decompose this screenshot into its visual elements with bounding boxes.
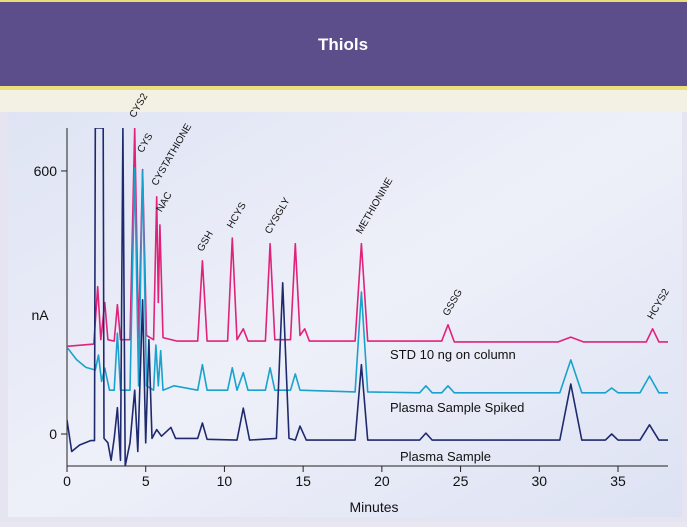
x-tick-label: 20 xyxy=(374,473,390,489)
x-tick-label: 5 xyxy=(142,473,150,489)
header-gap xyxy=(0,90,687,112)
x-tick-label: 10 xyxy=(217,473,233,489)
trace-label: Plasma Sample Spiked xyxy=(390,400,524,415)
x-tick-label: 15 xyxy=(295,473,311,489)
y-tick-label: 0 xyxy=(49,426,57,442)
header-top-line xyxy=(0,0,687,2)
traces xyxy=(67,128,668,466)
x-tick-label: 0 xyxy=(63,473,71,489)
x-tick-label: 25 xyxy=(453,473,469,489)
header-band xyxy=(0,0,687,86)
trace-line xyxy=(67,128,668,348)
x-tick-label: 35 xyxy=(610,473,626,489)
trace-label: STD 10 ng on column xyxy=(390,347,516,362)
trace-label: Plasma Sample xyxy=(400,449,491,464)
plot-panel xyxy=(8,112,682,517)
header-bottom-line xyxy=(0,86,687,90)
trace-line xyxy=(67,128,668,466)
y-axis-label: nA xyxy=(31,307,49,323)
chart-title: Thiols xyxy=(318,35,368,54)
trace-line xyxy=(67,167,668,394)
x-axis-label: Minutes xyxy=(349,499,398,515)
x-tick-label: 30 xyxy=(531,473,547,489)
y-tick-label: 600 xyxy=(34,163,58,179)
